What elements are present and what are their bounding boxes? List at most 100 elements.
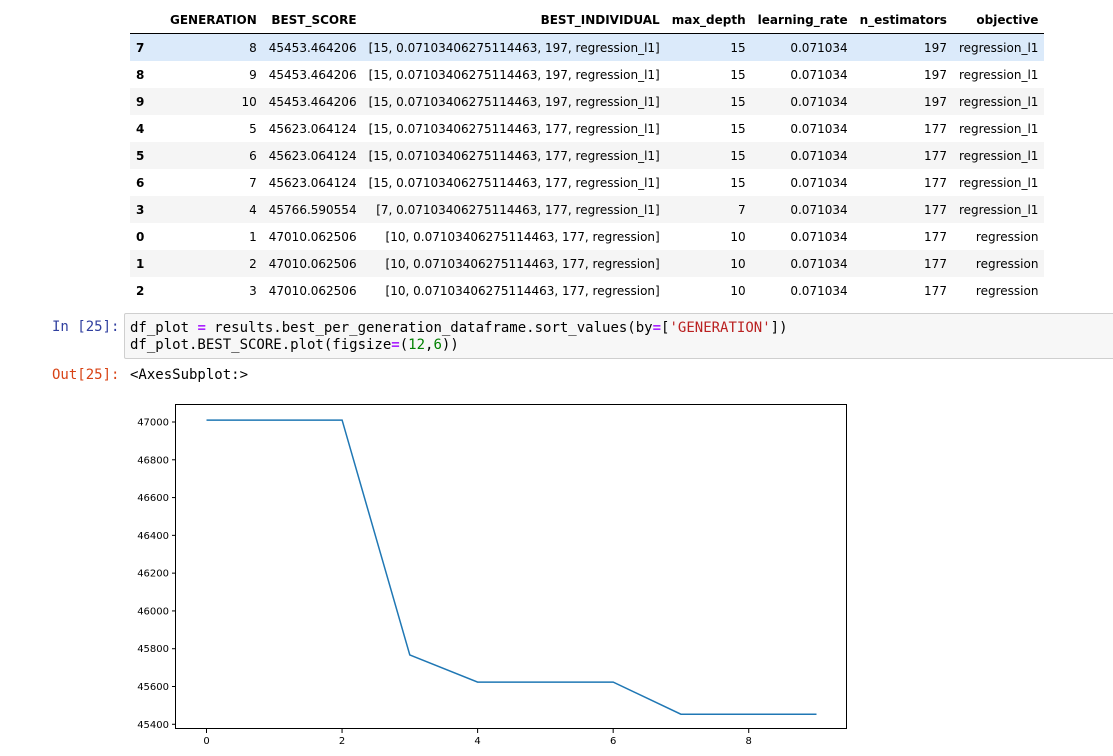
- column-header-best-individual: BEST_INDIVIDUAL: [540, 12, 660, 27]
- input-prompt: In [25]:: [52, 319, 120, 335]
- cell-n-estimators: 177: [924, 175, 947, 190]
- code-token: df_plot.BEST_SCORE.plot(figsize: [130, 337, 392, 353]
- cell-n-estimators: 177: [924, 148, 947, 163]
- table-row: 0 1 47010.062506 [10, 0.07103406275114463, …: [130, 223, 1044, 250]
- cell-learning-rate: 0.071034: [790, 256, 848, 271]
- cell-n-estimators: 197: [924, 67, 947, 82]
- cell-learning-rate: 0.071034: [790, 175, 848, 190]
- cell-learning-rate: 0.071034: [790, 40, 848, 55]
- cell-best-individual: [15, 0.07103406275114463, 177, regressio…: [368, 148, 660, 163]
- results-table: GENERATION BEST_SCORE BEST_INDIVIDUAL ma…: [130, 6, 1045, 304]
- x-axis: 0 2 4 6 8: [203, 729, 752, 747]
- column-header-n-estimators: n_estimators: [859, 12, 947, 27]
- y-tick-label: 46200: [137, 569, 169, 580]
- table-row: 1 2 47010.062506 [10, 0.07103406275114463, …: [130, 250, 1045, 277]
- row-index: 9: [136, 94, 145, 109]
- x-tick-label: 0: [203, 736, 209, 747]
- cell-objective: regression_l1: [958, 175, 1039, 190]
- cell-best-score: 45623.064124: [268, 175, 357, 190]
- y-axis: 45400 45600 45800 46000 46200 46400 46600 46800…: [137, 418, 176, 731]
- cell-n-estimators: 177: [924, 229, 947, 244]
- cell-learning-rate: 0.071034: [790, 202, 848, 217]
- cell-max-depth: 10: [730, 256, 746, 271]
- row-index: 2: [136, 283, 145, 298]
- table-row: 2 3 47010.062506 [10, 0.07103406275114463, …: [130, 277, 1044, 304]
- cell-best-individual: [15, 0.07103406275114463, 177, regressio…: [368, 121, 660, 136]
- cell-best-score: 47010.062506: [268, 256, 357, 271]
- cell-best-individual: [7, 0.07103406275114463, 177, regression…: [376, 202, 660, 217]
- cell-best-score: 47010.062506: [268, 283, 357, 298]
- output-prompt: Out[25]:: [52, 367, 120, 383]
- cell-best-individual: [10, 0.07103406275114463, 177, regressio…: [385, 229, 660, 244]
- cell-best-score: 47010.062506: [268, 229, 357, 244]
- cell-generation: 5: [249, 121, 257, 136]
- cell-generation: 6: [249, 148, 257, 163]
- cell-max-depth: 15: [730, 67, 746, 82]
- cell-best-individual: [10, 0.07103406275114463, 177, regressio…: [385, 283, 660, 298]
- cell-learning-rate: 0.071034: [790, 94, 848, 109]
- cell-best-score: 45453.464206: [268, 40, 357, 55]
- cell-objective: regression_l1: [958, 94, 1039, 109]
- code-number: 6: [433, 337, 442, 353]
- code-operator: =: [391, 337, 400, 353]
- y-tick-label: 46600: [137, 493, 169, 504]
- y-tick-label: 46400: [137, 531, 169, 542]
- code-operator: =: [652, 320, 662, 336]
- y-tick-label: 46000: [137, 606, 169, 617]
- x-tick-label: 2: [339, 736, 345, 747]
- output-text: <AxesSubplot:>: [130, 367, 249, 383]
- cell-generation: 1: [249, 229, 257, 244]
- column-header-learning-rate: learning_rate: [757, 12, 848, 27]
- series-line-best-score: [206, 419, 817, 715]
- cell-objective: regression_l1: [958, 67, 1039, 82]
- cell-best-individual: [15, 0.07103406275114463, 197, regressio…: [368, 67, 660, 82]
- column-header-max-depth: max_depth: [671, 12, 746, 27]
- code-input-area[interactable]: df_plot = results.best_per_generation_da…: [124, 313, 1113, 359]
- cell-best-individual: [15, 0.07103406275114463, 197, regressio…: [368, 40, 660, 55]
- cell-generation: 4: [249, 202, 257, 217]
- cell-best-individual: [10, 0.07103406275114463, 177, regressio…: [385, 256, 660, 271]
- cell-best-individual: [15, 0.07103406275114463, 177, regressio…: [368, 175, 660, 190]
- cell-n-estimators: 177: [924, 283, 947, 298]
- cell-best-score: 45766.590554: [268, 202, 357, 217]
- cell-max-depth: 15: [730, 175, 746, 190]
- table-row: 9 10 45453.464206 [15, 0.07103406275114463,…: [130, 88, 1045, 115]
- column-header-objective: objective: [976, 12, 1039, 27]
- y-tick-label: 46800: [137, 455, 169, 466]
- table-row: 7 8 45453.464206 [15, 0.07103406275114463, …: [130, 33, 1045, 61]
- row-index: 3: [136, 202, 145, 217]
- cell-learning-rate: 0.071034: [790, 148, 848, 163]
- code-token: [: [661, 320, 670, 336]
- cell-max-depth: 7: [738, 202, 746, 217]
- cell-generation: 10: [241, 94, 257, 109]
- row-index: 0: [136, 229, 145, 244]
- code-token: ]): [770, 320, 788, 336]
- y-tick-label: 45400: [137, 720, 169, 731]
- code-token: results.best_per_generation_dataframe.so…: [205, 320, 653, 336]
- cell-objective: regression_l1: [958, 40, 1039, 55]
- y-tick-label: 47000: [137, 418, 169, 429]
- cell-max-depth: 10: [730, 283, 746, 298]
- table-row: 5 6 45623.064124 [15, 0.07103406275114463, …: [130, 142, 1045, 169]
- x-tick-label: 6: [610, 736, 616, 747]
- cell-best-score: 45453.464206: [268, 94, 357, 109]
- cell-learning-rate: 0.071034: [790, 67, 848, 82]
- cell-objective: regression_l1: [958, 202, 1039, 217]
- code-operator: =: [197, 320, 206, 336]
- cell-generation: 9: [249, 67, 257, 82]
- cell-generation: 7: [249, 175, 257, 190]
- cell-max-depth: 15: [730, 40, 746, 55]
- cell-n-estimators: 177: [924, 121, 947, 136]
- column-header-generation: GENERATION: [170, 12, 257, 27]
- cell-best-individual: [15, 0.07103406275114463, 197, regressio…: [368, 94, 660, 109]
- cell-n-estimators: 177: [924, 202, 947, 217]
- cell-best-score: 45623.064124: [268, 148, 357, 163]
- cell-learning-rate: 0.071034: [790, 229, 848, 244]
- cell-n-estimators: 197: [924, 94, 947, 109]
- code-token: (: [399, 337, 409, 353]
- column-header-best-score: BEST_SCORE: [271, 12, 357, 27]
- cell-learning-rate: 0.071034: [790, 121, 848, 136]
- code-token: ,: [425, 337, 434, 353]
- code-token: df_plot: [130, 320, 198, 336]
